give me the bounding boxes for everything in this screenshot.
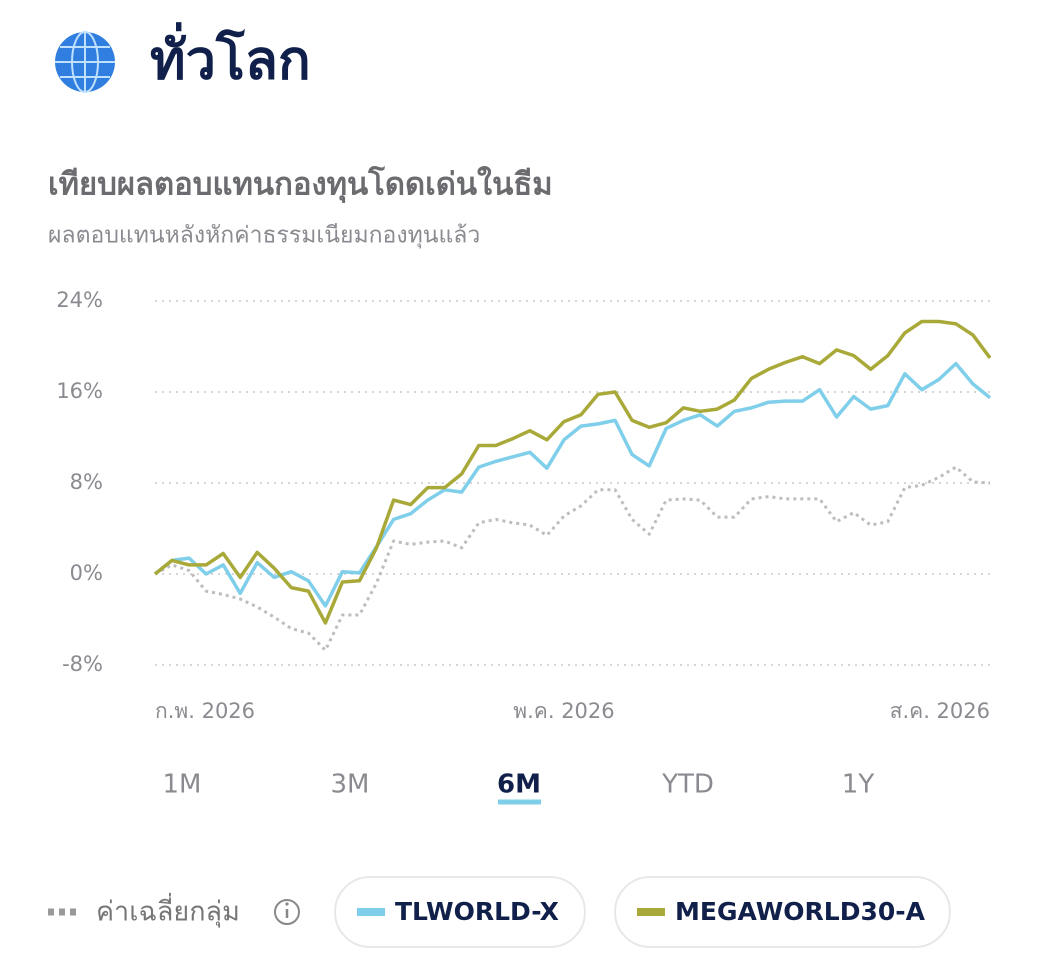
y-tick-label: -8% bbox=[62, 652, 103, 676]
y-tick-label: 8% bbox=[70, 470, 103, 494]
chart-title: เทียบผลตอบแทนกองทุนโดดเด่นในธีม bbox=[48, 166, 553, 204]
tab[interactable]: 1M bbox=[163, 770, 202, 800]
tab[interactable]: 1Y bbox=[842, 770, 875, 800]
tab[interactable]: 6M bbox=[497, 770, 541, 800]
legend-label: MEGAWORLD30-A bbox=[675, 897, 926, 926]
tab[interactable]: YTD bbox=[661, 770, 714, 800]
series-line bbox=[153, 319, 992, 625]
series-line bbox=[154, 465, 991, 652]
tab[interactable]: 3M bbox=[331, 770, 370, 800]
x-tick-label: พ.ค. 2026 bbox=[513, 699, 614, 723]
y-tick-label: 0% bbox=[70, 561, 103, 585]
x-tick-label: ก.พ. 2026 bbox=[155, 699, 255, 723]
chart-subtitle: ผลตอบแทนหลังหักค่าธรรมเนียมกองทุนแล้ว bbox=[48, 223, 480, 249]
y-tick-label: 24% bbox=[56, 288, 103, 312]
x-tick-label: ส.ค. 2026 bbox=[890, 699, 990, 723]
legend-pill[interactable] bbox=[334, 876, 586, 948]
info-icon[interactable] bbox=[274, 899, 300, 925]
tabs: 1M 3M 6M YTD 1Y bbox=[163, 770, 875, 800]
page-title: ทั่วโลก bbox=[150, 22, 311, 92]
info-icon-dot bbox=[285, 902, 289, 906]
y-tick-label: 16% bbox=[56, 379, 103, 403]
legend-label: TLWORLD-X bbox=[395, 897, 559, 926]
legend-label: ค่าเฉลี่ยกลุ่ม bbox=[96, 893, 240, 929]
series-line bbox=[153, 361, 992, 608]
plot: 24% 16% 8% 0% -8% ก.พ. 2026 พ.ค. 2026 ส.ค. 2026 bbox=[56, 288, 992, 723]
globe-icon bbox=[55, 31, 115, 93]
legend-pill[interactable] bbox=[614, 876, 951, 948]
legend: ค่าเฉลี่ยกลุ่ม TLWORLD-X MEGAWORLD30-A bbox=[48, 876, 951, 948]
